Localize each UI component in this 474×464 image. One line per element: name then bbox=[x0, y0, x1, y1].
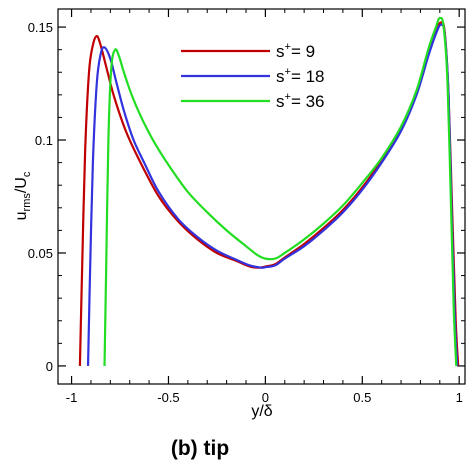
series-line-1 bbox=[86, 23, 459, 366]
y-tick-label-1: 0.05 bbox=[28, 246, 53, 261]
legend: s+= 9 s+= 18 s+= 36 bbox=[181, 41, 325, 111]
x-tick-label-2: 0 bbox=[262, 390, 269, 405]
x-tick-label-4: 1 bbox=[456, 390, 463, 405]
y-tick-label-3: 0.15 bbox=[28, 20, 53, 35]
series-lines bbox=[78, 16, 460, 366]
legend-entry-1: s+= 18 bbox=[181, 66, 325, 86]
figure-caption: (b) tip bbox=[171, 437, 229, 460]
legend-label-1: s+= 18 bbox=[276, 66, 325, 86]
x-tick-label-1: -0.5 bbox=[157, 390, 179, 405]
legend-label-2: s+= 36 bbox=[276, 91, 325, 111]
x-tick-label-3: 0.5 bbox=[353, 390, 371, 405]
x-tick-label-0: -1 bbox=[66, 390, 78, 405]
y-tick-label-2: 0.1 bbox=[35, 133, 53, 148]
legend-entry-2: s+= 36 bbox=[181, 91, 325, 111]
series-line-2 bbox=[103, 16, 458, 366]
legend-label-0: s+= 9 bbox=[276, 41, 315, 61]
y-axis-label: urms/Uc bbox=[13, 171, 33, 220]
axis-ticks: -1 -0.5 0 0.5 1 0 0.05 0.1 0.15 bbox=[28, 9, 465, 405]
plot-frame bbox=[57, 8, 466, 385]
y-tick-label-0: 0 bbox=[46, 359, 53, 374]
legend-entry-0: s+= 9 bbox=[181, 41, 315, 61]
x-axis-label: y/δ bbox=[251, 403, 272, 420]
series-line-0 bbox=[78, 21, 460, 366]
